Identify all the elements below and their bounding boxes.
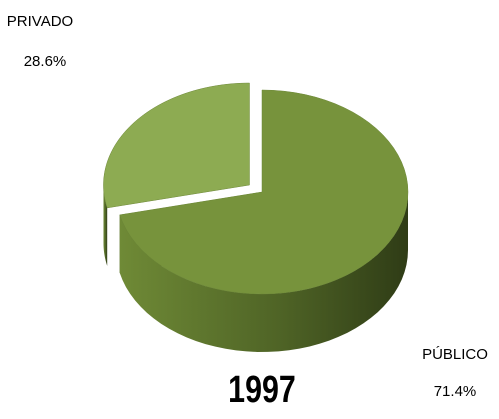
slice [103,82,250,209]
slice-label: PÚBLICO [422,346,488,363]
slice-label: PRIVADO [7,13,73,30]
slice-side [119,192,408,352]
chart-title: 1997 [228,369,296,411]
tops [103,82,409,295]
value-label: 28.6% [24,53,67,70]
slice [119,89,409,295]
value-label: 71.4% [434,383,477,400]
